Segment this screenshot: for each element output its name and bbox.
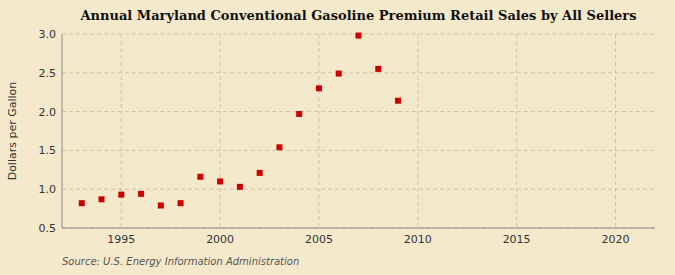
points — [79, 33, 401, 209]
y-grid-line — [62, 189, 655, 190]
x-grid-line — [318, 34, 319, 228]
grid — [62, 34, 655, 228]
point — [79, 200, 85, 206]
point — [375, 66, 381, 72]
y-tick-label: 3.0 — [39, 28, 57, 41]
point — [138, 191, 144, 197]
y-tick-label: 0.5 — [39, 222, 57, 235]
x-tick-label: 2015 — [503, 233, 531, 246]
x-tick-label: 2010 — [404, 233, 432, 246]
point — [356, 33, 362, 39]
point — [237, 184, 243, 190]
point — [178, 200, 184, 206]
point — [118, 192, 124, 198]
y-grid-line — [62, 72, 655, 73]
x-grid-line — [417, 34, 418, 228]
y-tick-label: 1.5 — [39, 144, 57, 157]
x-grid-line — [121, 34, 122, 228]
point — [257, 170, 263, 176]
y-tick-label: 2.0 — [39, 106, 57, 119]
chart: 1995 2000 2005 2010 2015 2020 0.5 1.0 1.5 2.0 2.5 3… — [0, 0, 675, 275]
y-axis-label: Dollars per Gallon — [6, 82, 19, 181]
title: Annual Maryland Conventional Gasoline Pr… — [79, 8, 636, 23]
point — [99, 196, 105, 202]
point — [296, 111, 302, 117]
point — [197, 174, 203, 180]
x-grid-line — [220, 34, 221, 228]
x-tick-label: 2020 — [601, 233, 629, 246]
y-grid-line — [62, 111, 655, 112]
x-tick-label: 1995 — [107, 233, 135, 246]
point — [336, 71, 342, 77]
source-note: Source: U.S. Energy Information Administ… — [62, 256, 299, 267]
point — [276, 144, 282, 150]
x-grid-line — [615, 34, 616, 228]
x-grid-line — [516, 34, 517, 228]
y-tick-label: 2.5 — [39, 67, 57, 80]
point — [217, 178, 223, 184]
point — [316, 85, 322, 91]
background — [0, 0, 675, 275]
x-axis-line — [62, 228, 655, 229]
point — [158, 202, 164, 208]
x-tick-label: 2000 — [206, 233, 234, 246]
y-axis-line — [62, 34, 63, 228]
y-grid-line — [62, 150, 655, 151]
y-tick-label: 1.0 — [39, 183, 57, 196]
point — [395, 98, 401, 104]
x-tick-label: 2005 — [305, 233, 333, 246]
y-grid-line — [62, 228, 655, 229]
